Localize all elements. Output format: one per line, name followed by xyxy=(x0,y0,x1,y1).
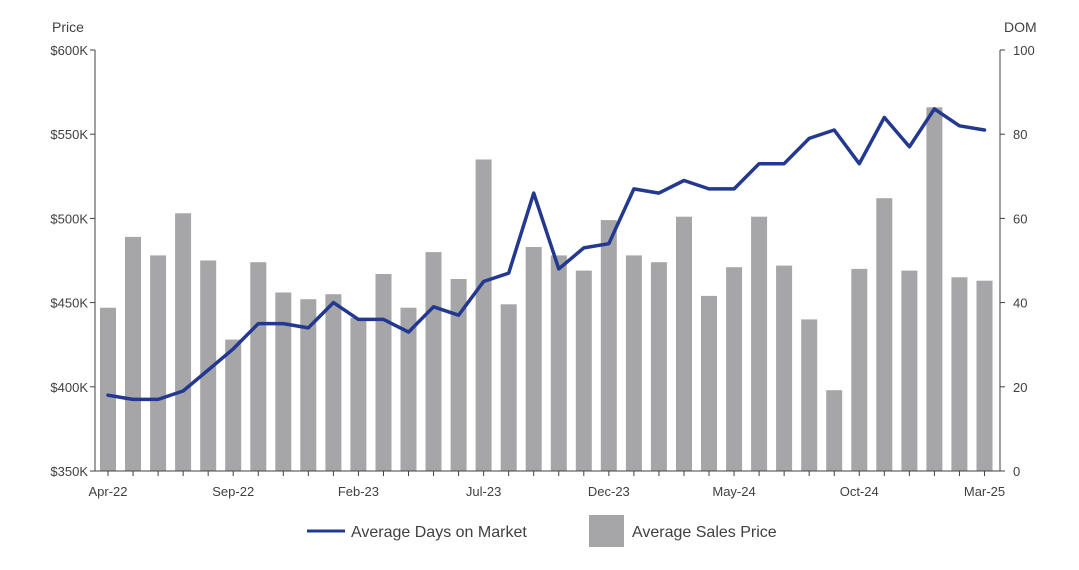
bar-sales-price xyxy=(901,270,918,471)
left-axis-title: Price xyxy=(52,19,84,35)
bar-sales-price xyxy=(250,262,267,471)
bar-sales-price xyxy=(225,339,242,471)
right-axis-tick-label: 0 xyxy=(1013,464,1020,479)
bar-sales-price xyxy=(751,216,768,471)
x-axis-tick-label: Mar-25 xyxy=(964,484,1005,499)
bar-sales-price xyxy=(976,280,993,471)
bar-sales-price xyxy=(876,198,893,471)
x-axis-tick-label: Feb-23 xyxy=(338,484,379,499)
bar-sales-price xyxy=(500,304,517,471)
bar-sales-price xyxy=(450,279,467,471)
axes-layer: $350K $400K $450K $500K $550K $600K 0 20 40 60 80 1… xyxy=(50,43,1034,499)
bar-sales-price xyxy=(200,260,217,471)
bar-sales-price xyxy=(550,255,567,471)
legend-label-sales-price: Average Sales Price xyxy=(632,524,777,541)
left-axis-tick-label: $350K xyxy=(50,464,88,479)
bar-sales-price xyxy=(300,299,317,471)
bar-sales-price xyxy=(175,213,192,472)
right-axis-tick-label: 60 xyxy=(1013,211,1027,226)
x-axis-tick-label: Dec-23 xyxy=(588,484,630,499)
bar-sales-price xyxy=(776,265,793,471)
x-axis-tick-label: Jul-23 xyxy=(466,484,501,499)
right-axis-title: DOM xyxy=(1004,19,1037,35)
line-days-on-market xyxy=(106,107,987,402)
bar-sales-price xyxy=(525,247,542,471)
left-axis-tick-label: $450K xyxy=(50,296,88,311)
x-axis-tick-label: May-24 xyxy=(712,484,755,499)
bar-sales-price xyxy=(275,292,292,471)
bar-sales-price xyxy=(125,236,141,471)
bar-sales-price xyxy=(851,268,868,471)
right-axis-tick-label: 20 xyxy=(1013,380,1027,395)
right-axis-tick-label: 40 xyxy=(1013,296,1027,311)
x-axis-tick-label: Oct-24 xyxy=(840,484,879,499)
left-axis-tick-label: $600K xyxy=(50,43,88,58)
dom-line-layer xyxy=(106,107,987,402)
bar-sales-price xyxy=(100,307,116,471)
bar-sales-price xyxy=(801,319,818,471)
left-axis-tick-label: $500K xyxy=(50,211,88,226)
bar-sales-price xyxy=(350,317,367,471)
bar-sales-price xyxy=(600,220,617,471)
bar-sales-price xyxy=(650,262,667,471)
legend: Average Days on Market Average Sales Pri… xyxy=(307,515,777,547)
bar-sales-price xyxy=(676,216,692,471)
right-axis-tick-label: 100 xyxy=(1013,43,1035,58)
bar-sales-price xyxy=(150,255,167,471)
bar-sales-price xyxy=(475,159,492,471)
bar-sales-price xyxy=(701,295,717,471)
left-axis-tick-label: $400K xyxy=(50,380,88,395)
bar-sales-price xyxy=(325,294,342,471)
x-axis-tick-label: Apr-22 xyxy=(88,484,127,499)
bar-sales-price xyxy=(951,277,968,471)
legend-swatch-sales-price xyxy=(589,515,624,547)
bar-sales-price xyxy=(575,270,592,471)
legend-label-days-on-market: Average Days on Market xyxy=(351,524,527,541)
bar-sales-price xyxy=(625,255,642,471)
right-axis-tick-label: 80 xyxy=(1013,127,1027,142)
bar-sales-price xyxy=(425,252,442,471)
bar-sales-price xyxy=(726,267,743,471)
left-axis-tick-label: $550K xyxy=(50,127,88,142)
bar-sales-price xyxy=(926,107,943,472)
bar-sales-price xyxy=(826,390,843,471)
bar-sales-price xyxy=(375,274,392,471)
x-axis-tick-label: Sep-22 xyxy=(212,484,254,499)
bar-sales-price xyxy=(400,307,417,471)
bars-layer xyxy=(100,107,993,472)
